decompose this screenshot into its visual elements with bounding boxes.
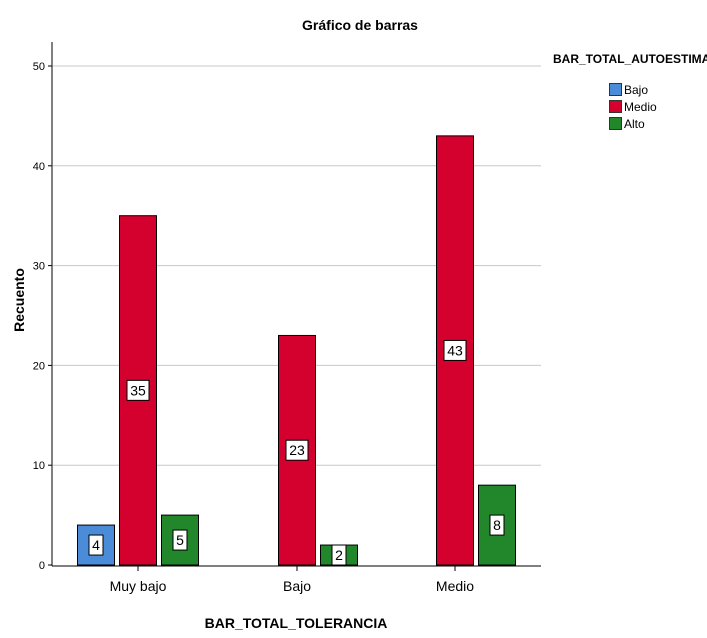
legend-label: Alto bbox=[624, 116, 645, 131]
data-label-box bbox=[88, 534, 104, 556]
data-label-box bbox=[285, 439, 309, 461]
legend-swatch bbox=[609, 117, 622, 130]
legend-label: Medio bbox=[624, 99, 657, 114]
data-label: 8 bbox=[493, 517, 501, 533]
data-label-box bbox=[172, 529, 188, 551]
data-label: 23 bbox=[289, 442, 305, 458]
data-label-box bbox=[331, 544, 347, 566]
data-label-box bbox=[489, 514, 505, 536]
x-axis-label: BAR_TOTAL_TOLERANCIA bbox=[205, 615, 388, 631]
y-tick-label: 10 bbox=[33, 460, 45, 472]
data-label-box bbox=[443, 339, 467, 361]
data-label-box bbox=[126, 379, 150, 401]
y-tick-label: 40 bbox=[33, 161, 45, 173]
chart-title: Gráfico de barras bbox=[302, 17, 418, 33]
data-label: 2 bbox=[335, 547, 343, 563]
legend-label: Bajo bbox=[624, 82, 649, 97]
y-tick-label: 0 bbox=[39, 560, 45, 572]
legend-swatch bbox=[609, 83, 622, 96]
legend-swatch bbox=[609, 100, 622, 113]
data-label: 35 bbox=[130, 382, 146, 398]
data-label: 5 bbox=[176, 532, 184, 548]
x-tick-label: Medio bbox=[436, 578, 474, 594]
data-label: 4 bbox=[92, 537, 100, 553]
x-tick-label: Bajo bbox=[283, 578, 311, 594]
y-tick-label: 30 bbox=[33, 261, 45, 273]
legend: BAR_TOTAL_AUTOESTIMA Bajo Medio Alto bbox=[553, 52, 707, 132]
legend-item-medio: Medio bbox=[609, 98, 707, 115]
y-tick-label: 20 bbox=[33, 360, 45, 372]
legend-item-alto: Alto bbox=[609, 115, 707, 132]
y-axis-label: Recuento bbox=[11, 268, 27, 332]
legend-title: BAR_TOTAL_AUTOESTIMA bbox=[553, 52, 707, 66]
y-tick-label: 50 bbox=[33, 61, 45, 73]
x-tick-label: Muy bajo bbox=[110, 578, 167, 594]
legend-item-bajo: Bajo bbox=[609, 81, 707, 98]
data-label: 43 bbox=[447, 342, 463, 358]
